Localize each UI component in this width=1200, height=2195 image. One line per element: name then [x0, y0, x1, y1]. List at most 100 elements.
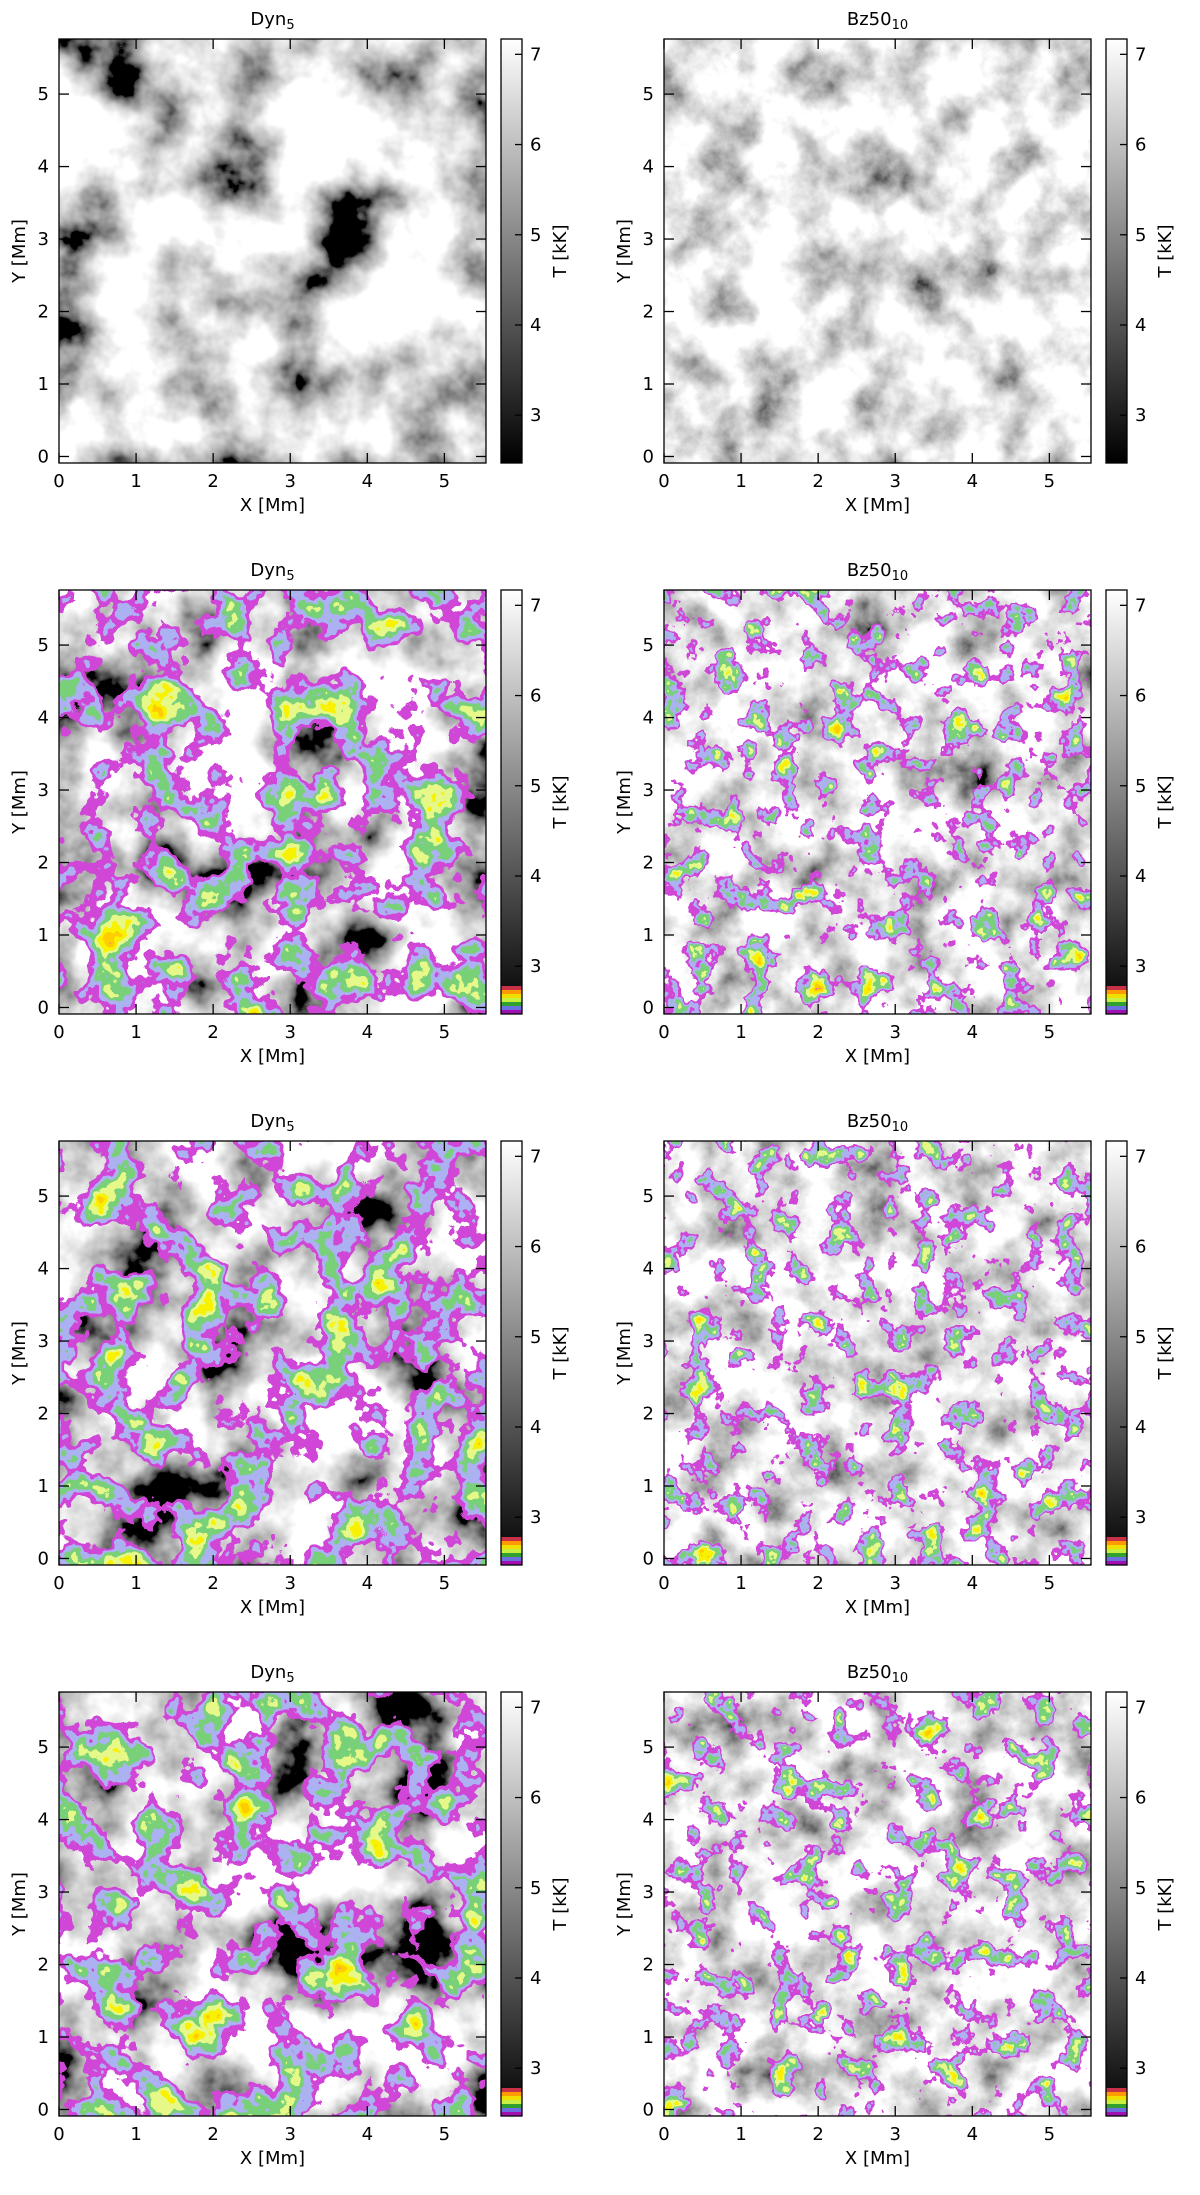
colorbar-frame — [1105, 38, 1128, 464]
y-tick-label: 3 — [38, 780, 49, 801]
temperature-mask — [664, 1141, 1091, 1565]
temperature-map — [59, 39, 486, 463]
colorbar-band — [1106, 1553, 1127, 1557]
colorbar-frame — [500, 1140, 523, 1566]
colorbar-band — [501, 2088, 522, 2092]
plot-frame — [58, 1140, 487, 1566]
colorbar-band — [1106, 2112, 1127, 2116]
colorbar-tick-label: 6 — [530, 135, 541, 156]
title-main: Bz50 — [847, 1111, 892, 1132]
colorbar-tick-label: 5 — [1135, 1327, 1146, 1348]
x-tick-label: 3 — [890, 1573, 901, 1594]
y-tick-label: 3 — [643, 780, 654, 801]
y-tick-label: 0 — [643, 446, 654, 467]
x-tick-label: 5 — [439, 2124, 450, 2145]
y-tick-label: 5 — [643, 84, 654, 105]
colorbar-band — [1106, 998, 1127, 1002]
x-tick-label: 2 — [207, 471, 218, 492]
y-tick-label: 3 — [38, 1882, 49, 1903]
colorbar-tick-label: 5 — [1135, 225, 1146, 246]
colorbar-tick-label: 7 — [1135, 595, 1146, 616]
colorbar — [1106, 1141, 1127, 1565]
x-tick-label: 2 — [812, 2124, 823, 2145]
x-tick-label: 0 — [53, 1573, 64, 1594]
colorbar-label: T [kK] — [1155, 225, 1176, 279]
x-tick-label: 1 — [735, 1573, 746, 1594]
colorbar-band — [1106, 1006, 1127, 1010]
x-tick-label: 0 — [53, 1022, 64, 1043]
colorbar-band — [501, 1002, 522, 1006]
colorbar-band — [501, 2092, 522, 2096]
colorbar-tick-label: 6 — [530, 686, 541, 707]
colorbar-band — [501, 994, 522, 998]
colorbar-tick-label: 7 — [530, 1146, 541, 1167]
x-tick-label: 5 — [1044, 1573, 1055, 1594]
x-tick-label: 5 — [1044, 1022, 1055, 1043]
colorbar-label: T [kK] — [1155, 1327, 1176, 1381]
y-axis-label: Y [Mm] — [9, 1321, 30, 1386]
colorbar-frame — [1105, 1691, 1128, 2117]
y-tick-label: 0 — [38, 997, 49, 1018]
temperature-mask — [59, 1692, 486, 2116]
x-axis-label: X [Mm] — [845, 1597, 910, 1618]
colorbar-band — [501, 1541, 522, 1545]
panel-title: Bz5010 — [847, 1662, 908, 1686]
x-tick-label: 1 — [735, 471, 746, 492]
colorbar-band — [501, 2108, 522, 2112]
y-axis-label: Y [Mm] — [614, 219, 635, 284]
colorbar-band — [1106, 2104, 1127, 2108]
y-tick-label: 0 — [643, 1548, 654, 1569]
colorbar-band — [1106, 994, 1127, 998]
x-tick-label: 3 — [890, 2124, 901, 2145]
panel-title: Dyn5 — [250, 1111, 294, 1135]
colorbar-band — [1106, 986, 1127, 990]
x-tick-label: 3 — [285, 1022, 296, 1043]
colorbar-band — [501, 2100, 522, 2104]
colorbar-band — [1106, 1545, 1127, 1549]
temperature-mask — [664, 590, 1091, 1014]
plot-frame — [663, 1140, 1092, 1566]
title-main: Dyn — [250, 560, 286, 581]
x-axis-label: X [Mm] — [240, 1597, 305, 1618]
y-tick-label: 1 — [38, 374, 49, 395]
x-tick-label: 4 — [967, 2124, 978, 2145]
y-axis-label: Y [Mm] — [9, 770, 30, 835]
colorbar-label: T [kK] — [550, 1878, 571, 1932]
x-tick-label: 3 — [890, 1022, 901, 1043]
temperature-mask — [664, 1692, 1091, 2116]
colorbar-tick-label: 5 — [530, 776, 541, 797]
y-tick-label: 3 — [643, 1331, 654, 1352]
y-tick-label: 4 — [38, 708, 49, 729]
x-tick-label: 3 — [285, 1573, 296, 1594]
y-tick-label: 2 — [643, 1404, 654, 1425]
y-tick-label: 1 — [643, 925, 654, 946]
colorbar-band — [1106, 1561, 1127, 1565]
colorbar-tick-label: 7 — [530, 44, 541, 65]
colorbar-tick-label: 6 — [530, 1788, 541, 1809]
colorbar-band — [1106, 1541, 1127, 1545]
title-subscript: 10 — [892, 569, 909, 584]
plot-frame — [58, 589, 487, 1015]
colorbar-label: T [kK] — [1155, 776, 1176, 830]
x-tick-label: 3 — [285, 2124, 296, 2145]
x-tick-label: 2 — [207, 1573, 218, 1594]
y-axis-label: Y [Mm] — [614, 1872, 635, 1937]
title-main: Bz50 — [847, 1662, 892, 1683]
colorbar-band — [1106, 1537, 1127, 1541]
x-tick-label: 1 — [130, 1022, 141, 1043]
colorbar-band — [501, 990, 522, 994]
colorbar-tick-label: 3 — [1135, 405, 1146, 426]
y-tick-label: 4 — [643, 157, 654, 178]
colorbar-band — [501, 1545, 522, 1549]
x-tick-label: 3 — [890, 471, 901, 492]
colorbar-tick-label: 3 — [530, 956, 541, 977]
panel-title: Bz5010 — [847, 1111, 908, 1135]
y-tick-label: 5 — [643, 635, 654, 656]
colorbar-band — [1106, 2092, 1127, 2096]
y-axis-label: Y [Mm] — [9, 219, 30, 284]
y-tick-label: 0 — [38, 446, 49, 467]
colorbar-tick-label: 7 — [530, 1697, 541, 1718]
x-tick-label: 4 — [967, 1022, 978, 1043]
y-tick-label: 5 — [643, 1186, 654, 1207]
title-subscript: 5 — [286, 1120, 294, 1135]
